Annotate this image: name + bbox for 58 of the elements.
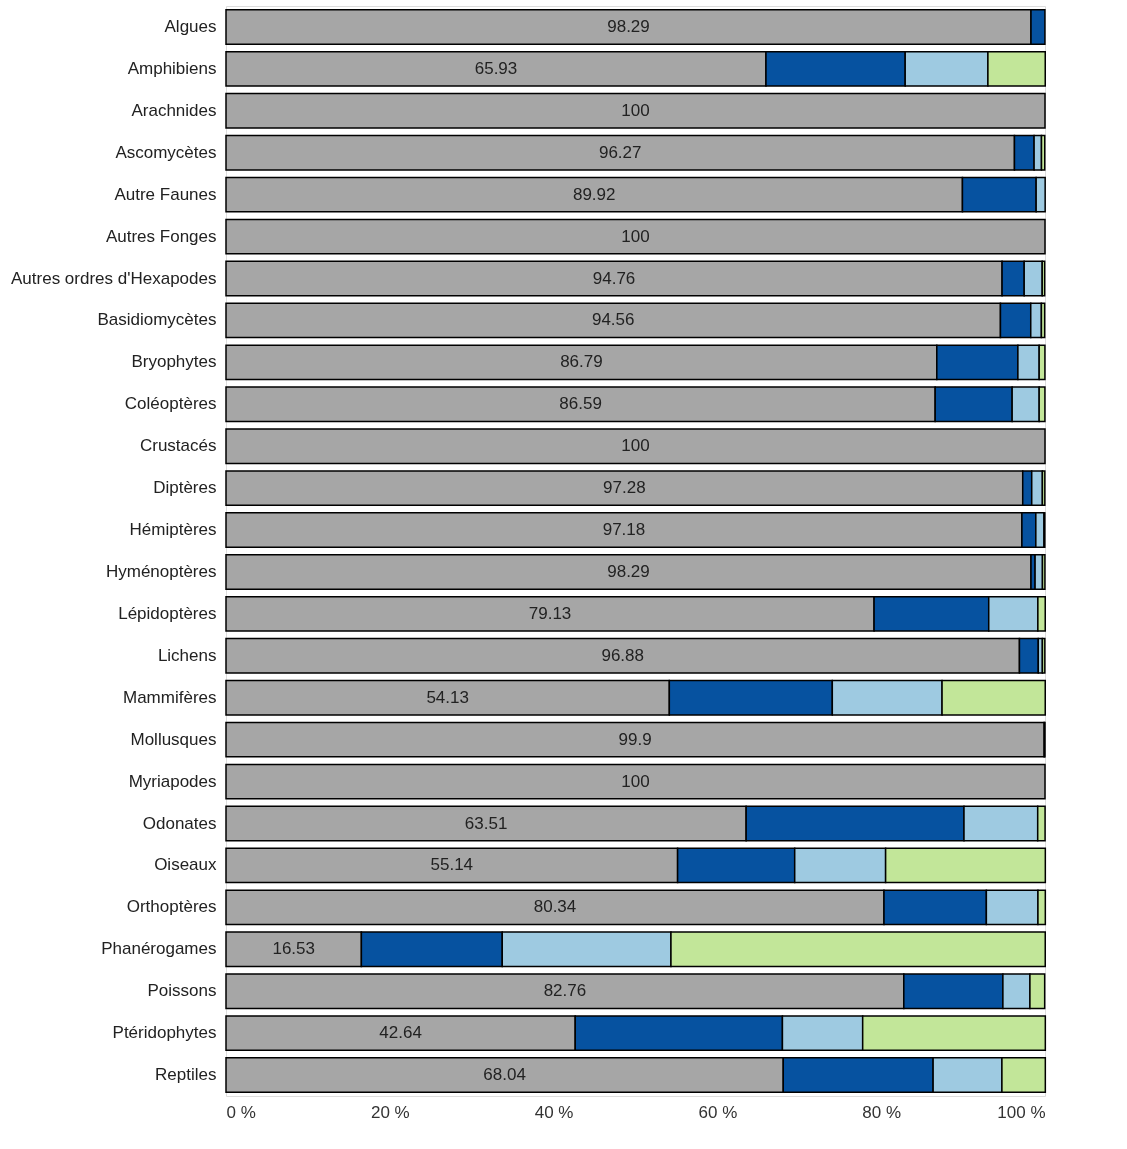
data-label: 94.76 — [592, 268, 636, 288]
data-label: 80.34 — [533, 897, 577, 917]
data-label: 94.56 — [591, 310, 635, 330]
y-tick-label: Reptiles — [155, 1065, 217, 1085]
data-label: 98.29 — [607, 16, 650, 36]
data-label: 89.92 — [572, 184, 616, 204]
data-label: 99.9 — [618, 729, 652, 749]
y-tick-label: Ascomycètes — [115, 142, 217, 162]
y-tick-label: Poissons — [147, 981, 217, 1001]
y-tick-label: Basidiomycètes — [97, 310, 217, 330]
y-tick-label: Hémiptères — [129, 520, 217, 540]
x-tick-label: 60 % — [698, 1102, 738, 1122]
data-label: 97.28 — [603, 478, 646, 498]
data-label: 100 — [621, 226, 650, 246]
y-tick-label: Mollusques — [130, 729, 217, 749]
data-label: 96.88 — [601, 645, 644, 665]
y-tick-label: Arachnides — [131, 100, 217, 120]
data-label: 100 — [621, 771, 650, 791]
x-tick-label: 20 % — [370, 1102, 410, 1122]
data-label: 82.76 — [543, 981, 587, 1001]
x-tick-label: 40 % — [534, 1102, 574, 1122]
data-label: 100 — [621, 436, 650, 456]
y-tick-label: Bryophytes — [131, 352, 217, 372]
data-label: 79.13 — [528, 603, 572, 623]
y-tick-label: Autres ordres d'Hexapodes — [11, 268, 217, 288]
x-tick-label: 0 % — [226, 1102, 256, 1122]
data-label: 96.27 — [598, 142, 642, 162]
y-tick-label: Amphibiens — [127, 58, 217, 78]
data-label: 42.64 — [379, 1023, 422, 1043]
data-label: 54.13 — [426, 687, 469, 707]
y-tick-label: Mammifères — [122, 687, 217, 707]
data-label: 98.29 — [607, 561, 650, 581]
y-tick-label: Crustacés — [139, 436, 217, 456]
data-label: 100 — [621, 100, 650, 120]
y-tick-label: Coléoptères — [124, 394, 217, 414]
y-tick-label: Hyménoptères — [105, 561, 217, 581]
y-tick-label: Algues — [164, 16, 217, 36]
y-tick-label: Oiseaux — [154, 855, 217, 875]
y-tick-label: Odonates — [142, 813, 217, 833]
data-label: 68.04 — [483, 1065, 526, 1085]
y-tick-label: Lichens — [157, 645, 217, 665]
data-label: 97.18 — [602, 520, 646, 540]
y-tick-label: Orthoptères — [126, 897, 217, 917]
y-tick-label: Autre Faunes — [114, 184, 217, 204]
x-tick-label: 100 % — [997, 1102, 1046, 1122]
data-label: 86.59 — [559, 394, 602, 414]
y-tick-label: Autres Fonges — [105, 226, 217, 246]
y-tick-label: Phanérogames — [101, 939, 217, 959]
data-label: 55.14 — [430, 855, 474, 875]
x-tick-label: 80 % — [862, 1102, 902, 1122]
data-label: 63.51 — [464, 813, 508, 833]
data-label: 16.53 — [272, 939, 315, 959]
y-tick-label: Diptères — [153, 478, 217, 498]
data-label: 86.79 — [560, 352, 603, 372]
data-label: 65.93 — [474, 58, 518, 78]
y-tick-label: Lépidoptères — [118, 603, 217, 623]
y-tick-label: Myriapodes — [128, 771, 217, 791]
y-tick-label: Ptéridophytes — [112, 1023, 217, 1043]
